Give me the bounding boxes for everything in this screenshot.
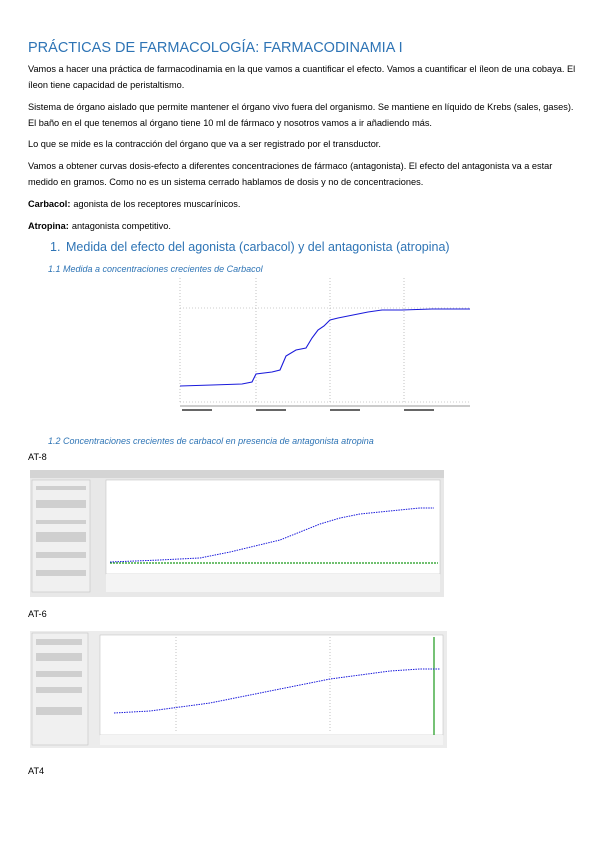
figure [172, 278, 472, 418]
figure-label: AT-8 [28, 452, 47, 462]
paragraph: Lo que se mide es la contracción del órg… [28, 139, 381, 149]
definition: Carbacol: agonista de los receptores musc… [28, 197, 576, 213]
figure-label: AT-6 [28, 609, 47, 619]
subsection-heading: 1.2 Concentraciones crecientes de carbac… [48, 436, 374, 446]
figure [30, 631, 447, 748]
figure-label: AT4 [28, 766, 45, 776]
paragraph: Vamos a hacer una práctica de farmacodin… [28, 64, 576, 90]
figure [30, 470, 444, 597]
section-number: 1. [50, 240, 61, 254]
title: PRÁCTICAS DE FARMACOLOGÍA: FARMACODINAMI… [28, 40, 403, 56]
section-title: Medida del efecto del agonista (carbacol… [66, 240, 450, 254]
definition-text: antagonista competitivo. [71, 221, 171, 231]
definition-text: agonista de los receptores muscarínicos. [73, 199, 241, 209]
section-heading: 1. Medida del efecto del agonista (carbac… [50, 240, 450, 254]
term: Atropina: [28, 221, 69, 231]
paragraph: Vamos a obtener curvas dosis-efecto a di… [28, 161, 553, 187]
subsection-heading: 1.1 Medida a concentraciones crecientes … [48, 264, 263, 274]
definition: Atropina: antagonista competitivo. [28, 219, 576, 235]
term: Carbacol: [28, 199, 71, 209]
paragraph: Sistema de órgano aislado que permite ma… [28, 102, 574, 128]
